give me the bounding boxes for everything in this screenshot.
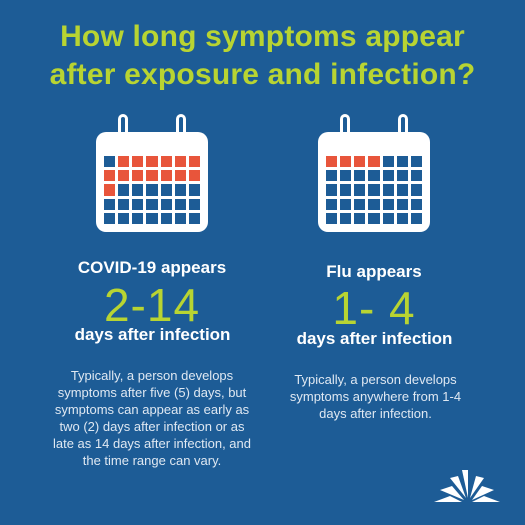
calendar-day-cell — [382, 198, 394, 210]
calendar-day-cell — [340, 212, 352, 224]
covid-calendar-icon — [96, 114, 208, 232]
covid-range: 2-14 — [103, 279, 201, 331]
calendar-day-cell — [340, 156, 352, 168]
calendar-day-cell — [174, 156, 186, 168]
calendar-day-cell — [326, 184, 338, 196]
flu-subheading: days after infection — [296, 329, 453, 348]
flu-calendar-grid — [326, 156, 422, 224]
calendar-day-cell — [382, 212, 394, 224]
calendar-day-cell — [382, 184, 394, 196]
calendar-day-cell — [104, 156, 116, 168]
calendar-day-cell — [326, 198, 338, 210]
calendar-day-cell — [410, 184, 422, 196]
flu-range: 1- 4 — [332, 282, 416, 334]
calendar-day-cell — [354, 184, 366, 196]
calendar-day-cell — [354, 156, 366, 168]
calendar-day-cell — [118, 212, 130, 224]
calendar-day-cell — [340, 170, 352, 182]
calendar-day-cell — [118, 170, 130, 182]
calendar-day-cell — [104, 170, 116, 182]
calendar-day-cell — [160, 184, 172, 196]
calendar-day-cell — [354, 212, 366, 224]
calendar-day-cell — [410, 156, 422, 168]
covid-subheading: days after infection — [74, 325, 231, 344]
calendar-day-cell — [410, 212, 422, 224]
calendar-day-cell — [368, 156, 380, 168]
calendar-day-cell — [368, 184, 380, 196]
calendar-day-cell — [104, 184, 116, 196]
calendar-day-cell — [132, 184, 144, 196]
calendar-day-cell — [354, 170, 366, 182]
covid-note: Typically, a person develops symptoms af… — [52, 368, 251, 468]
calendar-day-cell — [174, 170, 186, 182]
calendar-day-cell — [188, 156, 200, 168]
calendar-day-cell — [188, 212, 200, 224]
calendar-day-cell — [396, 156, 408, 168]
calendar-day-cell — [326, 212, 338, 224]
page-title: How long symptoms appear after exposure … — [0, 18, 525, 94]
calendar-day-cell — [382, 170, 394, 182]
flu-note: Typically, a person develops symptoms an… — [289, 372, 462, 421]
calendar-day-cell — [368, 170, 380, 182]
calendar-day-cell — [396, 170, 408, 182]
covid-calendar-grid — [104, 156, 200, 224]
calendar-day-cell — [160, 212, 172, 224]
calendar-day-cell — [160, 170, 172, 182]
flu-heading: Flu appears — [326, 262, 422, 281]
title-line-2: after exposure and infection? — [49, 58, 476, 91]
calendar-day-cell — [174, 198, 186, 210]
calendar-day-cell — [368, 212, 380, 224]
covid-heading: COVID-19 appears — [77, 258, 227, 277]
calendar-day-cell — [188, 198, 200, 210]
calendar-day-cell — [118, 198, 130, 210]
calendar-day-cell — [132, 156, 144, 168]
calendar-day-cell — [354, 198, 366, 210]
calendar-day-cell — [146, 156, 158, 168]
calendar-day-cell — [382, 156, 394, 168]
calendar-day-cell — [104, 198, 116, 210]
calendar-day-cell — [396, 184, 408, 196]
calendar-day-cell — [132, 212, 144, 224]
calendar-day-cell — [146, 170, 158, 182]
calendar-day-cell — [174, 212, 186, 224]
calendar-day-cell — [326, 170, 338, 182]
calendar-day-cell — [146, 184, 158, 196]
calendar-day-cell — [146, 212, 158, 224]
calendar-day-cell — [410, 198, 422, 210]
calendar-day-cell — [188, 184, 200, 196]
calendar-day-cell — [104, 212, 116, 224]
calendar-day-cell — [340, 184, 352, 196]
calendar-day-cell — [118, 156, 130, 168]
calendar-day-cell — [188, 170, 200, 182]
calendar-day-cell — [132, 170, 144, 182]
flu-calendar-icon — [318, 114, 430, 232]
calendar-day-cell — [132, 198, 144, 210]
calendar-day-cell — [340, 198, 352, 210]
sunburst-logo-icon — [434, 470, 500, 502]
calendar-day-cell — [396, 198, 408, 210]
calendar-day-cell — [118, 184, 130, 196]
calendar-day-cell — [326, 156, 338, 168]
calendar-day-cell — [396, 212, 408, 224]
calendar-day-cell — [368, 198, 380, 210]
calendar-day-cell — [160, 198, 172, 210]
calendar-day-cell — [410, 170, 422, 182]
calendar-day-cell — [174, 184, 186, 196]
calendar-day-cell — [146, 198, 158, 210]
calendar-day-cell — [160, 156, 172, 168]
title-line-1: How long symptoms appear — [60, 20, 465, 53]
